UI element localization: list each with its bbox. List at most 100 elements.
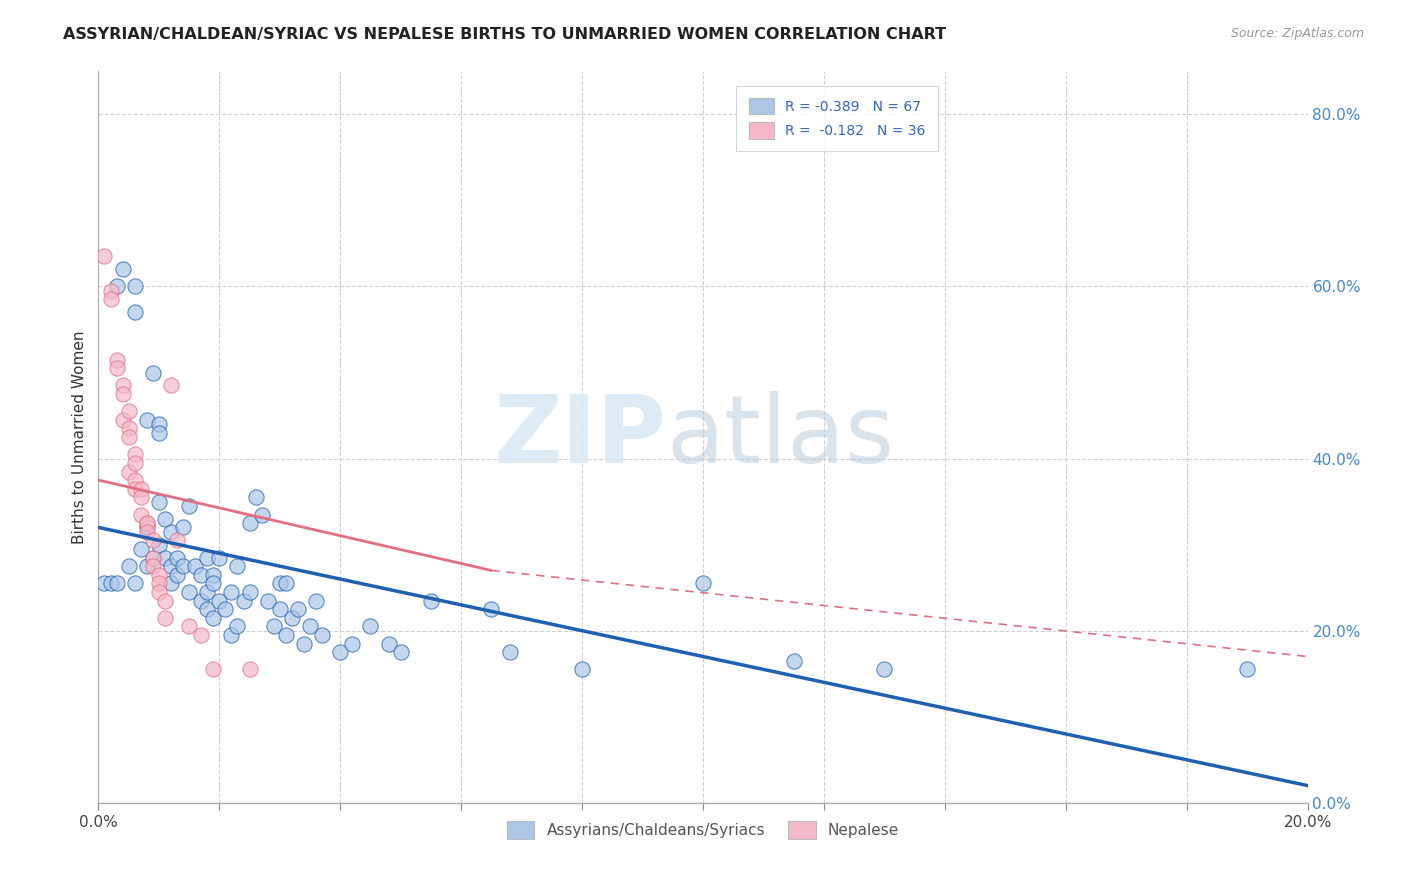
Point [190,567,212,582]
Point [93,249,115,263]
Point [93,576,115,591]
Point [287,602,309,616]
Point [111,262,134,277]
Point [100,576,122,591]
Point [153,611,176,625]
Point [124,473,146,487]
Point [202,662,225,676]
Point [208,550,231,565]
Point [166,550,188,565]
Point [299,619,322,633]
Legend: Assyrians/Chaldeans/Syriacs, Nepalese: Assyrians/Chaldeans/Syriacs, Nepalese [499,814,907,847]
Point [292,637,315,651]
Point [135,413,157,427]
Point [153,512,176,526]
Point [311,628,333,642]
Point [481,602,503,616]
Point [250,508,273,522]
Y-axis label: Births to Unmarried Women: Births to Unmarried Women [72,330,87,544]
Point [160,559,183,574]
Point [142,559,165,574]
Point [190,628,212,642]
Point [202,567,225,582]
Point [135,524,157,539]
Point [118,465,141,479]
Point [153,593,176,607]
Point [148,585,170,599]
Point [179,619,201,633]
Point [129,491,152,505]
Point [269,602,291,616]
Point [172,559,194,574]
Point [142,366,165,380]
Point [195,585,218,599]
Text: ZIP: ZIP [494,391,666,483]
Text: Source: ZipAtlas.com: Source: ZipAtlas.com [1230,27,1364,40]
Point [202,576,225,591]
Point [239,585,262,599]
Point [129,482,152,496]
Point [148,417,170,432]
Point [135,516,157,530]
Point [105,279,128,293]
Point [148,576,170,591]
Point [142,550,165,565]
Point [342,637,364,651]
Point [571,662,593,676]
Point [179,499,201,513]
Point [142,533,165,548]
Point [124,447,146,461]
Point [232,593,254,607]
Point [148,538,170,552]
Point [190,593,212,607]
Point [263,619,285,633]
Point [160,378,183,392]
Point [111,387,134,401]
Point [148,425,170,440]
Point [135,520,157,534]
Point [269,576,291,591]
Point [498,645,520,659]
Point [105,361,128,376]
Point [305,593,328,607]
Point [873,662,896,676]
Point [105,576,128,591]
Point [239,662,262,676]
Point [135,516,157,530]
Point [118,421,141,435]
Point [118,559,141,574]
Point [389,645,412,659]
Point [184,559,207,574]
Point [100,293,122,307]
Text: ASSYRIAN/CHALDEAN/SYRIAC VS NEPALESE BIRTHS TO UNMARRIED WOMEN CORRELATION CHART: ASSYRIAN/CHALDEAN/SYRIAC VS NEPALESE BIR… [63,27,946,42]
Point [135,559,157,574]
Point [214,602,236,616]
Point [160,524,183,539]
Point [226,559,249,574]
Point [111,413,134,427]
Point [208,593,231,607]
Point [124,482,146,496]
Point [129,508,152,522]
Point [783,654,806,668]
Point [124,456,146,470]
Point [274,628,297,642]
Point [329,645,352,659]
Point [195,550,218,565]
Point [245,491,267,505]
Point [124,305,146,319]
Point [160,576,183,591]
Point [148,567,170,582]
Point [274,576,297,591]
Point [195,602,218,616]
Point [1236,662,1258,676]
Point [166,533,188,548]
Point [124,576,146,591]
Point [153,550,176,565]
Point [179,585,201,599]
Point [111,378,134,392]
Point [692,576,714,591]
Text: atlas: atlas [666,391,896,483]
Point [221,628,243,642]
Point [281,611,304,625]
